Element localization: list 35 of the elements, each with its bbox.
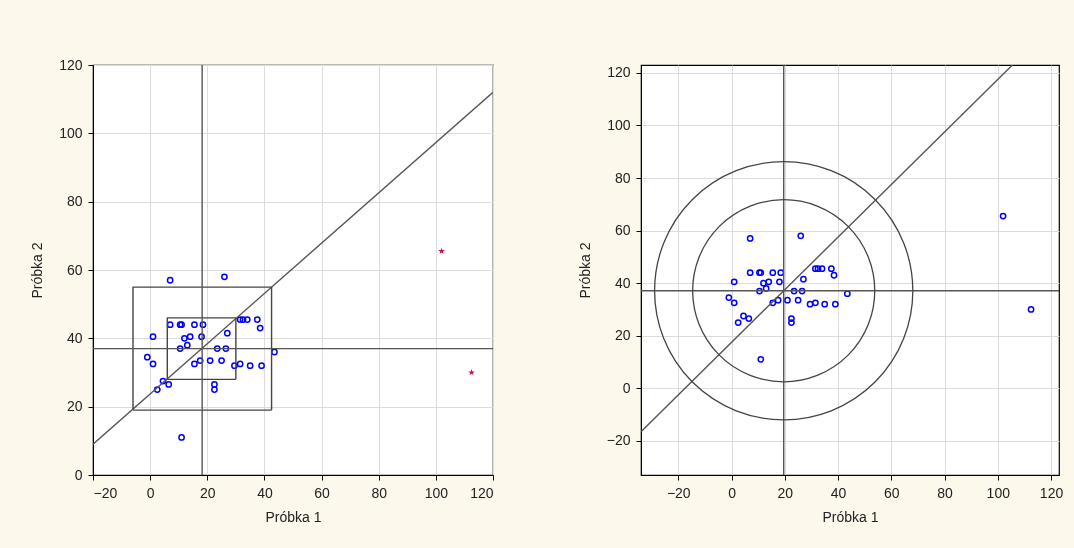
x-axis-title: Próbka 1 (265, 508, 322, 525)
y-axis-title: Próbka 2 (29, 242, 46, 299)
x-tick-label: 60 (314, 484, 331, 501)
y-tick-label: 120 (607, 64, 631, 81)
x-tick-label: 80 (937, 484, 954, 501)
x-tick-label: 0 (728, 484, 737, 501)
x-axis-title: Próbka 1 (822, 508, 879, 525)
x-tick-label: 0 (146, 484, 155, 501)
x-tick-label: 100 (986, 484, 1011, 501)
y-tick-label: 0 (74, 466, 83, 483)
y-tick-label: 60 (66, 261, 83, 278)
y-tick-label: 60 (614, 222, 631, 239)
y-tick-label: 120 (59, 56, 83, 73)
x-tick-label: 80 (371, 484, 388, 501)
y-tick-label: 100 (607, 116, 631, 133)
x-tick-label: −20 (93, 484, 118, 501)
y-tick-label: −20 (606, 432, 631, 449)
y-tick-label: 40 (66, 329, 83, 346)
y-tick-label: 20 (614, 327, 631, 344)
x-tick-label: 60 (883, 484, 900, 501)
x-tick-label: 20 (777, 484, 794, 501)
y-axis-title: Próbka 2 (576, 242, 593, 299)
x-tick-label: 120 (1039, 484, 1064, 501)
x-tick-label: 100 (424, 484, 449, 501)
y-tick-label: 100 (59, 124, 83, 141)
x-tick-label: 40 (257, 484, 273, 501)
y-tick-label: 80 (66, 193, 83, 210)
x-tick-label: 40 (830, 484, 847, 501)
x-tick-label: 120 (470, 484, 494, 501)
y-tick-label: 0 (622, 379, 631, 396)
x-tick-label: 20 (200, 484, 216, 501)
y-tick-label: 80 (614, 169, 631, 186)
y-tick-label: 20 (66, 398, 83, 415)
x-tick-label: −20 (666, 484, 691, 501)
y-tick-label: 40 (614, 274, 631, 291)
